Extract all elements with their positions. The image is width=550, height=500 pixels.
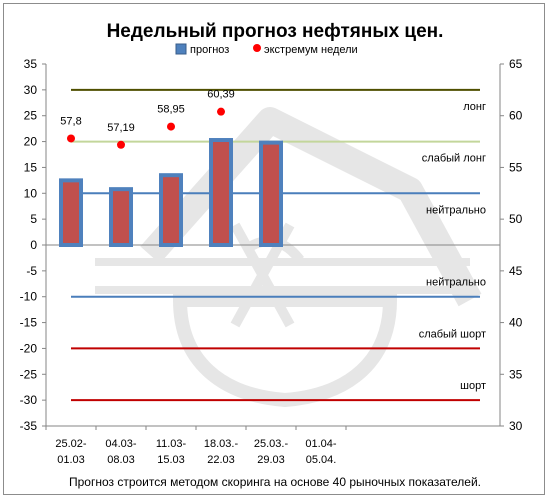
extremum-data-label: 57,8	[60, 115, 81, 127]
chart-axes: -35 -30 -25 -20 -15 -10 -5 0 5 10 15 20 25 30 35 30 35 40…	[20, 57, 523, 466]
extremum-data-label: 60,39	[207, 89, 235, 101]
y-left-tick-label: 25	[24, 109, 38, 123]
y-left-tick-label: -10	[20, 290, 38, 304]
level-label: слабый лонг	[422, 153, 486, 165]
x-tick-label: 04.03-08.03	[105, 438, 137, 466]
forecast-bar	[209, 138, 233, 248]
y-right-tick-label: 40	[509, 316, 523, 330]
y-left-tick-label: 15	[24, 160, 38, 174]
legend-swatch-extremum	[253, 44, 261, 52]
y-left-tick-label: -20	[20, 341, 38, 355]
x-tick-label: 01.04-05.04.	[305, 438, 337, 466]
legend-label-forecast: прогноз	[190, 44, 229, 56]
x-tick-label: 25.03.-29.03	[254, 438, 289, 466]
extremum-markers: 57,8 57,19 58,95 60,39	[60, 89, 235, 149]
legend-label-extremum: экстремум недели	[264, 44, 358, 56]
y-left-tick-label: -5	[26, 264, 37, 278]
y-left-tick-label: 30	[24, 83, 38, 97]
y-right-tick-label: 30	[509, 419, 523, 433]
chart-footer: Прогноз строится методом скоринга на осн…	[69, 475, 481, 489]
extremum-point	[167, 122, 175, 131]
extremum-data-label: 58,95	[157, 104, 185, 116]
legend: прогноз экстремум недели	[175, 43, 358, 56]
y-left-tick-label: -35	[20, 419, 38, 433]
y-left-tick-label: 20	[24, 135, 38, 149]
level-label: шорт	[460, 380, 486, 392]
chart-title: Недельный прогноз нефтяных цен.	[107, 21, 444, 42]
legend-swatch-forecast	[175, 43, 187, 55]
forecast-bars	[59, 138, 283, 248]
y-left-tick-label: -25	[20, 367, 38, 381]
y-left-tick-label: 10	[24, 186, 38, 200]
y-right-tick-label: 55	[509, 160, 523, 174]
extremum-data-label: 57,19	[107, 122, 135, 134]
x-tick-label: 25.02-01.03	[55, 438, 87, 466]
forecast-bar	[59, 178, 83, 248]
x-tick-label: 11.03-15.03	[156, 438, 187, 466]
y-left-tick-label: -30	[20, 393, 38, 407]
y-left-tick-label: 35	[24, 57, 38, 71]
level-label: лонг	[463, 101, 486, 113]
extremum-point	[117, 140, 125, 149]
extremum-point	[67, 134, 75, 143]
level-label: слабый шорт	[419, 328, 486, 340]
y-right-tick-label: 60	[509, 109, 523, 123]
x-tick-label: 18.03.-22.03	[204, 438, 239, 466]
y-left-tick-label: 5	[30, 212, 37, 226]
extremum-point	[217, 107, 225, 116]
watermark-roof	[140, 107, 482, 307]
level-label: нейтрально	[426, 277, 486, 289]
y-right-tick-label: 35	[509, 367, 523, 381]
y-left-tick-label: 0	[30, 238, 37, 252]
level-lines: лонг слабый лонг нейтрально нейтрально слабы…	[71, 88, 486, 402]
y-left-tick-label: -15	[20, 316, 38, 330]
forecast-bar	[109, 187, 133, 248]
y-right-tick-label: 50	[509, 212, 523, 226]
y-right-tick-label: 45	[509, 264, 523, 278]
level-label: нейтрально	[426, 204, 486, 216]
y-right-tick-label: 65	[509, 57, 523, 71]
forecast-bar	[159, 173, 183, 247]
forecast-bar	[259, 140, 283, 247]
